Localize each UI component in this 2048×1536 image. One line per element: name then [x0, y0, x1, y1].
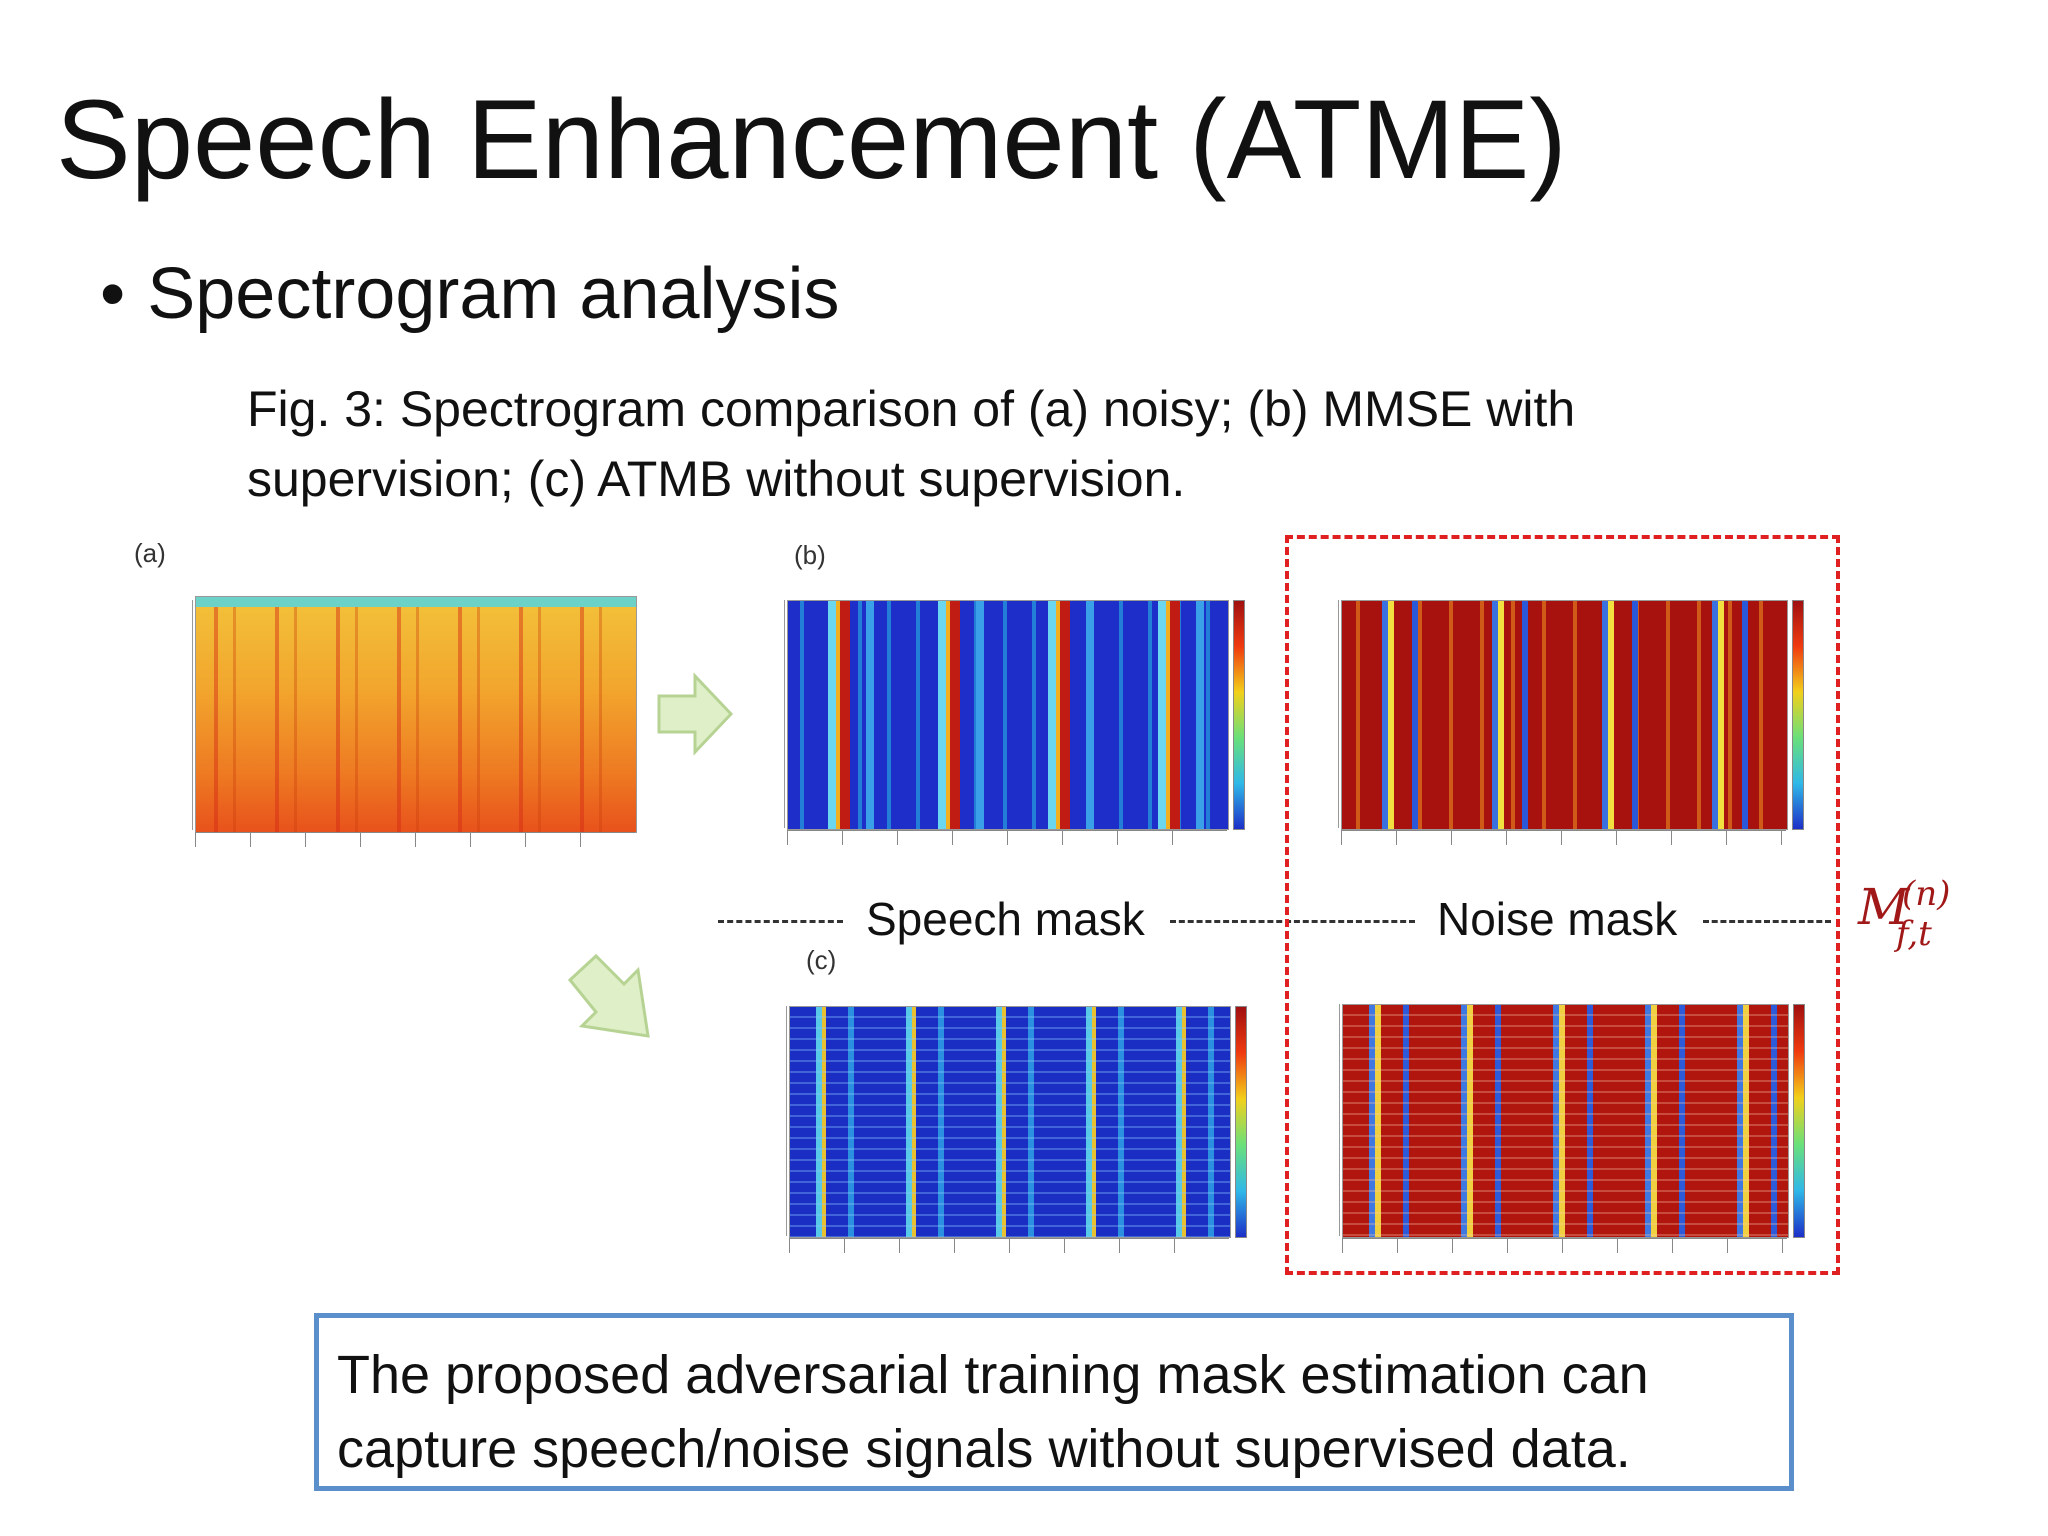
mask-formula: M (n) f,t [1858, 874, 1950, 954]
spectrogram-b-x-axis [787, 830, 1227, 845]
spectrogram-noisy [195, 596, 637, 833]
colorbar-b-noise [1792, 600, 1804, 830]
dash-connector-2 [1170, 920, 1415, 923]
spectrogram-b-noise-y-axis [1328, 600, 1339, 828]
spectrogram-b-noise-x-axis [1341, 830, 1786, 845]
formula-base: M [1858, 878, 1910, 936]
spectrogram-a-x-axis [195, 832, 635, 847]
panel-label-a: (a) [134, 538, 166, 568]
conclusion-line-2: capture speech/noise signals without sup… [337, 1419, 1631, 1479]
figure-caption: Fig. 3: Spectrogram comparison of (a) no… [247, 374, 1575, 514]
spectrogram-a-y-axis [182, 600, 193, 830]
spectrogram-b-y-axis [774, 600, 785, 828]
arrow-down-right-icon [567, 953, 650, 1038]
panel-label-b: (b) [794, 540, 826, 570]
colorbar-b [1233, 600, 1245, 830]
conclusion-line-1: The proposed adversarial training mask e… [337, 1345, 1649, 1405]
conclusion-box: The proposed adversarial training mask e… [314, 1313, 1794, 1491]
colorbar-c-noise [1793, 1004, 1805, 1238]
spectrogram-c-noise-x-axis [1342, 1238, 1787, 1253]
arrow-right-icon [657, 672, 734, 756]
speech-mask-label: Speech mask [866, 893, 1145, 945]
noise-mask-label: Noise mask [1437, 893, 1678, 945]
bullet-text: Spectrogram analysis [147, 254, 840, 334]
spectrogram-mmse-speech-mask [787, 600, 1229, 830]
formula-superscript: (n) [1902, 874, 1951, 914]
panel-label-c: (c) [806, 945, 837, 975]
colorbar-c [1235, 1006, 1247, 1238]
spectrogram-atmb-speech-mask [789, 1006, 1231, 1238]
formula-subscript: f,t [1896, 914, 1932, 954]
spectrogram-c-y-axis [776, 1006, 787, 1236]
dash-connector-1 [718, 920, 843, 923]
caption-line-2: supervision; (c) ATMB without supervisio… [247, 451, 1186, 507]
bullet-point: • Spectrogram analysis [100, 254, 840, 334]
spectrogram-c-x-axis [789, 1238, 1229, 1253]
spectrogram-c-noise-y-axis [1329, 1004, 1340, 1236]
noise-mask-highlight-box [1285, 535, 1840, 1275]
spectrogram-atmb-noise-mask [1342, 1004, 1789, 1238]
slide-title: Speech Enhancement (ATME) [56, 77, 1567, 202]
spectrogram-mmse-noise-mask [1341, 600, 1788, 830]
dash-connector-3 [1703, 920, 1831, 923]
caption-line-1: Fig. 3: Spectrogram comparison of (a) no… [247, 381, 1576, 437]
bullet-dot-icon: • [100, 254, 126, 334]
